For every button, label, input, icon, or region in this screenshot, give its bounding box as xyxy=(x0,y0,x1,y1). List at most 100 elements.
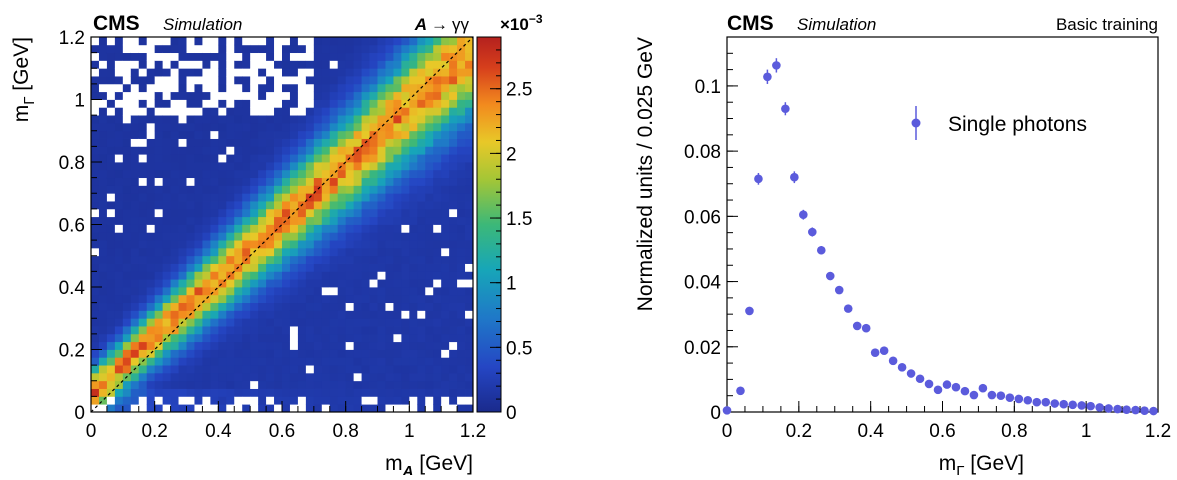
heatmap-cell xyxy=(130,310,140,319)
heatmap-cell xyxy=(457,83,466,93)
heatmap-cell xyxy=(361,154,370,163)
heatmap-cell xyxy=(393,169,402,179)
heatmap-cell xyxy=(385,279,394,288)
heatmap-cell xyxy=(353,279,362,288)
heatmap-cell xyxy=(433,388,442,397)
heatmap-cell xyxy=(218,138,227,147)
heatmap-cell xyxy=(178,76,187,85)
heatmap-cell xyxy=(313,154,323,163)
heatmap-cell xyxy=(258,232,267,241)
heatmap-cell xyxy=(234,208,243,218)
heatmap-cell xyxy=(417,185,426,194)
heatmap-cell xyxy=(250,372,259,382)
heatmap-cell xyxy=(114,396,124,405)
heatmap-cell xyxy=(218,177,227,186)
heatmap-cell xyxy=(106,154,116,163)
heatmap-cell xyxy=(401,271,410,280)
heatmap-cell xyxy=(321,193,331,202)
heatmap-cell xyxy=(465,216,473,225)
heatmap-cell xyxy=(337,122,347,132)
heatmap-cell xyxy=(433,294,442,304)
heatmap-cell xyxy=(417,201,426,210)
colorbar xyxy=(476,36,502,413)
heatmap-cell xyxy=(218,216,227,225)
heatmap-cell xyxy=(465,349,473,358)
data-point xyxy=(969,390,979,400)
heatmap-cell xyxy=(449,326,458,335)
heatmap-cell xyxy=(98,83,108,93)
left-x-axis-title: mA [GeV] xyxy=(385,452,473,475)
heatmap-cell xyxy=(114,365,124,374)
heatmap-cell xyxy=(162,247,171,257)
heatmap-cell xyxy=(393,271,402,280)
heatmap-cell xyxy=(170,146,179,155)
heatmap-cell xyxy=(377,357,386,366)
heatmap-cell xyxy=(114,122,124,132)
heatmap-cell xyxy=(170,68,179,77)
heatmap-cell xyxy=(114,76,124,85)
heatmap-cell xyxy=(329,247,339,257)
heatmap-cell xyxy=(210,130,219,139)
heatmap-cell xyxy=(353,115,362,124)
heatmap-cell xyxy=(202,357,211,366)
heatmap-cell xyxy=(234,37,243,46)
legend: Single photons xyxy=(911,106,1087,140)
heatmap-cell xyxy=(313,365,323,374)
heatmap-cell xyxy=(210,68,219,77)
heatmap-cell xyxy=(449,349,458,358)
heatmap-cell xyxy=(321,115,331,124)
heatmap-cell xyxy=(146,138,156,147)
heatmap-cell xyxy=(377,107,386,116)
heatmap-cell xyxy=(321,146,331,155)
heatmap-cell xyxy=(305,115,315,124)
heatmap-cell xyxy=(329,333,339,343)
heatmap-cell xyxy=(170,341,179,350)
heatmap-cell xyxy=(98,107,108,116)
heatmap-cell xyxy=(226,185,235,194)
heatmap-cell xyxy=(457,287,466,296)
heatmap-cell xyxy=(329,193,339,202)
heatmap-cell xyxy=(210,91,219,100)
heatmap-cell xyxy=(98,216,108,225)
heatmap-cell xyxy=(106,333,116,343)
heatmap-cell xyxy=(457,294,466,304)
heatmap-cell xyxy=(130,146,140,155)
heatmap-cell xyxy=(162,357,171,366)
heatmap-cell xyxy=(154,208,164,218)
heatmap-cell xyxy=(425,44,434,54)
heatmap-cell xyxy=(202,255,211,264)
heatmap-cell xyxy=(226,247,235,257)
heatmap-cell xyxy=(425,91,434,100)
heatmap-cell xyxy=(106,349,116,358)
heatmap-cell xyxy=(274,83,283,93)
heatmap-cell xyxy=(417,380,426,389)
heatmap-cell xyxy=(289,302,299,311)
heatmap-cell xyxy=(266,130,275,139)
data-point xyxy=(834,285,844,295)
heatmap-cell xyxy=(321,247,331,257)
heatmap-cell xyxy=(297,341,307,350)
heatmap-cell xyxy=(321,294,331,304)
heatmap-cell xyxy=(258,201,267,210)
heatmap-cell xyxy=(250,365,259,374)
heatmap-cell xyxy=(313,162,323,171)
heatmap-cell xyxy=(289,162,299,171)
heatmap-cell xyxy=(329,341,339,350)
heatmap-cell xyxy=(250,138,259,147)
heatmap-cell xyxy=(154,115,164,124)
heatmap-cell xyxy=(321,255,331,264)
heatmap-cell xyxy=(361,287,370,296)
heatmap-cell xyxy=(289,169,299,179)
heatmap-cell xyxy=(401,154,410,163)
heatmap-cell xyxy=(433,333,442,343)
heatmap-cell xyxy=(226,60,235,69)
heatmap-cell xyxy=(329,83,339,93)
heatmap-cell xyxy=(433,107,442,116)
heatmap-cell xyxy=(218,365,227,374)
heatmap-cell xyxy=(210,287,219,296)
heatmap-cell xyxy=(465,115,473,124)
heatmap-cell xyxy=(170,271,179,280)
heatmap-cell xyxy=(282,240,291,249)
heatmap-cell xyxy=(98,302,108,311)
heatmap-cell xyxy=(441,193,450,202)
